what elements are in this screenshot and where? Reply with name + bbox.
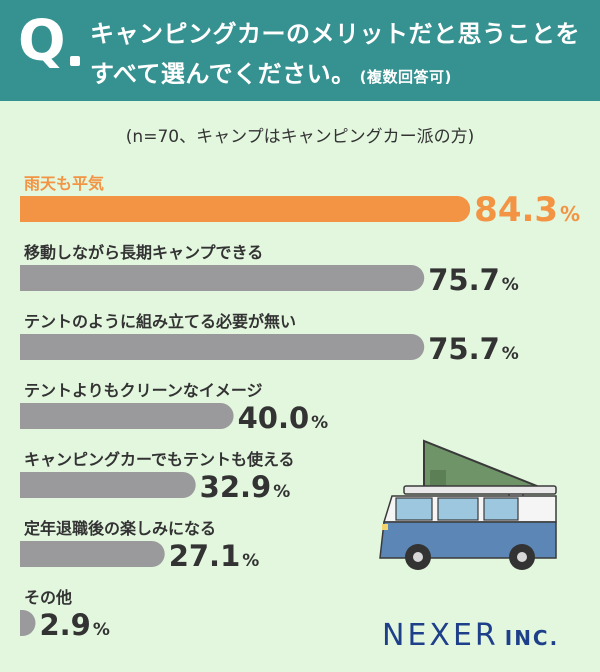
roof-window (430, 470, 446, 488)
value-unit: % (242, 551, 259, 571)
bar (20, 196, 471, 222)
value-unit: % (502, 275, 519, 295)
bar (20, 610, 36, 636)
category-label: テントよりもクリーンなイメージ (24, 381, 263, 400)
question-line-2: すべて選んでください。 (複数回答可) (90, 54, 452, 89)
bar (20, 541, 165, 567)
value-number: 2.9 (39, 608, 90, 642)
rear-window (483, 497, 519, 521)
value-label: 2.9% (39, 608, 109, 642)
question-line-1: キャンピングカーのメリットだと思うことを (90, 20, 580, 48)
value-number: 75.7 (428, 332, 500, 366)
value-label: 32.9% (200, 470, 291, 504)
value-unit: % (560, 202, 580, 226)
value-number: 40.0 (238, 401, 310, 435)
value-unit: % (502, 344, 519, 364)
category-label: キャンピングカーでもテントも使える (24, 450, 295, 469)
value-label: 75.7% (428, 332, 519, 366)
bar (20, 334, 425, 360)
bar (20, 265, 425, 291)
rear-hubcap (517, 552, 527, 562)
side-window (437, 497, 479, 521)
nexer-logo: NEXER INC. (382, 618, 559, 653)
category-label: テントのように組み立てる必要が無い (24, 312, 296, 331)
category-label: その他 (24, 588, 72, 607)
front-hubcap (413, 552, 423, 562)
bars-group: 雨天も平気 84.3 % 移動しながら長期キャンプできる 75.7 % テントのように組み立… (20, 174, 580, 642)
headlight (382, 524, 388, 530)
logo-name: NEXER (382, 618, 499, 653)
value-number: 75.7 (428, 263, 500, 297)
category-label: 移動しながら長期キャンプできる (24, 243, 263, 262)
question-line-2-text: すべて選んでください。 (90, 60, 356, 88)
value-label: 75.7% (428, 263, 519, 297)
question-header: Q キャンピングカーのメリットだと思うことを すべて選んでください。 (複数回答可… (0, 0, 600, 101)
bar (20, 403, 234, 429)
q-dot (70, 56, 80, 66)
category-label: 雨天も平気 (24, 174, 104, 193)
camper-van-illustration (379, 439, 557, 570)
value-unit: % (311, 413, 328, 433)
value-unit: % (273, 482, 290, 502)
q-mark: Q (18, 9, 66, 74)
roof-rack (403, 485, 557, 495)
category-label: 定年退職後の楽しみになる (23, 519, 216, 538)
value-label: 27.1% (169, 539, 260, 573)
value-unit: % (93, 620, 110, 640)
chart-subtitle: (n=70、キャンプはキャンピングカー派の方) (125, 127, 475, 147)
question-note: (複数回答可) (359, 68, 452, 86)
value-label: 40.0% (238, 401, 329, 435)
value-number: 27.1 (169, 539, 241, 573)
front-window (395, 497, 433, 521)
value-number: 84.3 (474, 190, 558, 230)
bar (20, 472, 196, 498)
logo-suffix: INC. (504, 626, 560, 650)
value-number: 32.9 (200, 470, 272, 504)
value-label: 84.3% (474, 190, 580, 230)
